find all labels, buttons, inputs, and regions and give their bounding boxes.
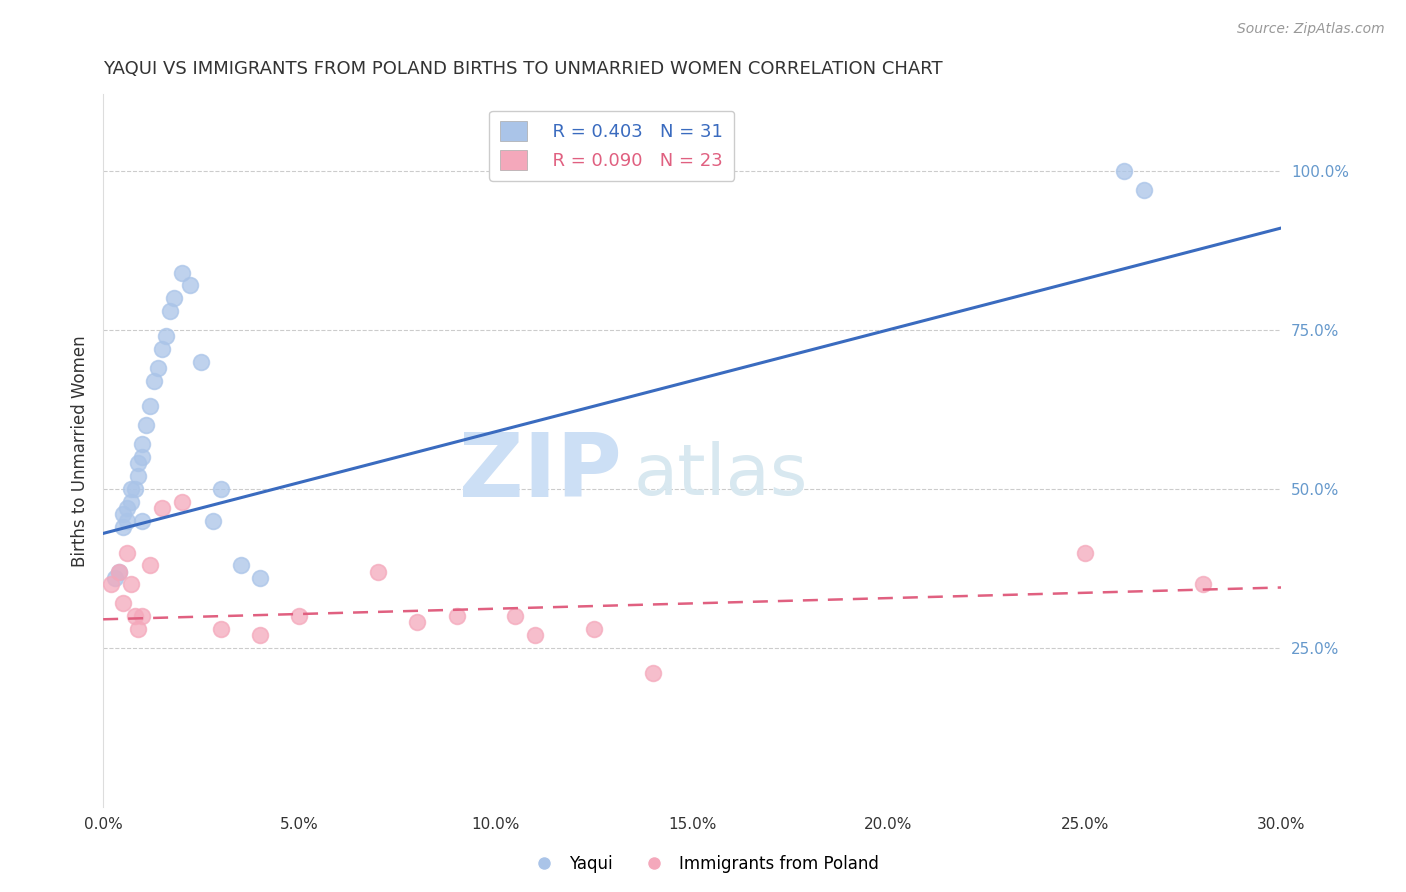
Point [209, 482, 232, 496]
Legend:   R = 0.403   N = 31,   R = 0.090   N = 23: R = 0.403 N = 31, R = 0.090 N = 23 [489, 111, 734, 181]
Point [170, 266, 193, 280]
Point [127, 622, 149, 636]
Point [111, 596, 134, 610]
Point [150, 342, 173, 356]
Point [202, 514, 225, 528]
Point [1112, 163, 1135, 178]
Point [111, 520, 134, 534]
Point [1191, 577, 1213, 591]
Point [146, 361, 169, 376]
Point [190, 354, 212, 368]
Point [115, 500, 138, 515]
Point [150, 500, 173, 515]
Point [111, 508, 134, 522]
Point [288, 609, 311, 624]
Point [406, 615, 429, 630]
Point [131, 437, 153, 451]
Point [131, 514, 153, 528]
Point [163, 291, 186, 305]
Text: ZIP: ZIP [458, 428, 621, 516]
Point [641, 666, 664, 681]
Point [209, 622, 232, 636]
Point [104, 571, 127, 585]
Point [143, 374, 166, 388]
Point [115, 545, 138, 559]
Point [108, 565, 131, 579]
Point [120, 482, 142, 496]
Point [524, 628, 547, 642]
Point [131, 450, 153, 464]
Point [249, 628, 271, 642]
Point [120, 577, 142, 591]
Point [229, 558, 252, 573]
Point [124, 482, 146, 496]
Text: YAQUI VS IMMIGRANTS FROM POLAND BIRTHS TO UNMARRIED WOMEN CORRELATION CHART: YAQUI VS IMMIGRANTS FROM POLAND BIRTHS T… [103, 60, 943, 78]
Point [179, 278, 201, 293]
Point [108, 565, 131, 579]
Point [582, 622, 605, 636]
Point [127, 457, 149, 471]
Point [135, 418, 157, 433]
Point [367, 565, 389, 579]
Point [131, 609, 153, 624]
Point [100, 577, 122, 591]
Point [170, 494, 193, 508]
Legend: Yaqui, Immigrants from Poland: Yaqui, Immigrants from Poland [520, 848, 886, 880]
Point [120, 494, 142, 508]
Point [446, 609, 468, 624]
Point [124, 609, 146, 624]
Text: atlas: atlas [633, 442, 807, 510]
Point [1074, 545, 1097, 559]
Point [127, 469, 149, 483]
Point [139, 399, 162, 413]
Point [155, 329, 177, 343]
Point [249, 571, 271, 585]
Point [505, 609, 527, 624]
Y-axis label: Births to Unmarried Women: Births to Unmarried Women [72, 334, 89, 566]
Point [115, 514, 138, 528]
Point [1132, 183, 1154, 197]
Point [139, 558, 162, 573]
Text: Source: ZipAtlas.com: Source: ZipAtlas.com [1237, 22, 1385, 37]
Point [159, 303, 181, 318]
